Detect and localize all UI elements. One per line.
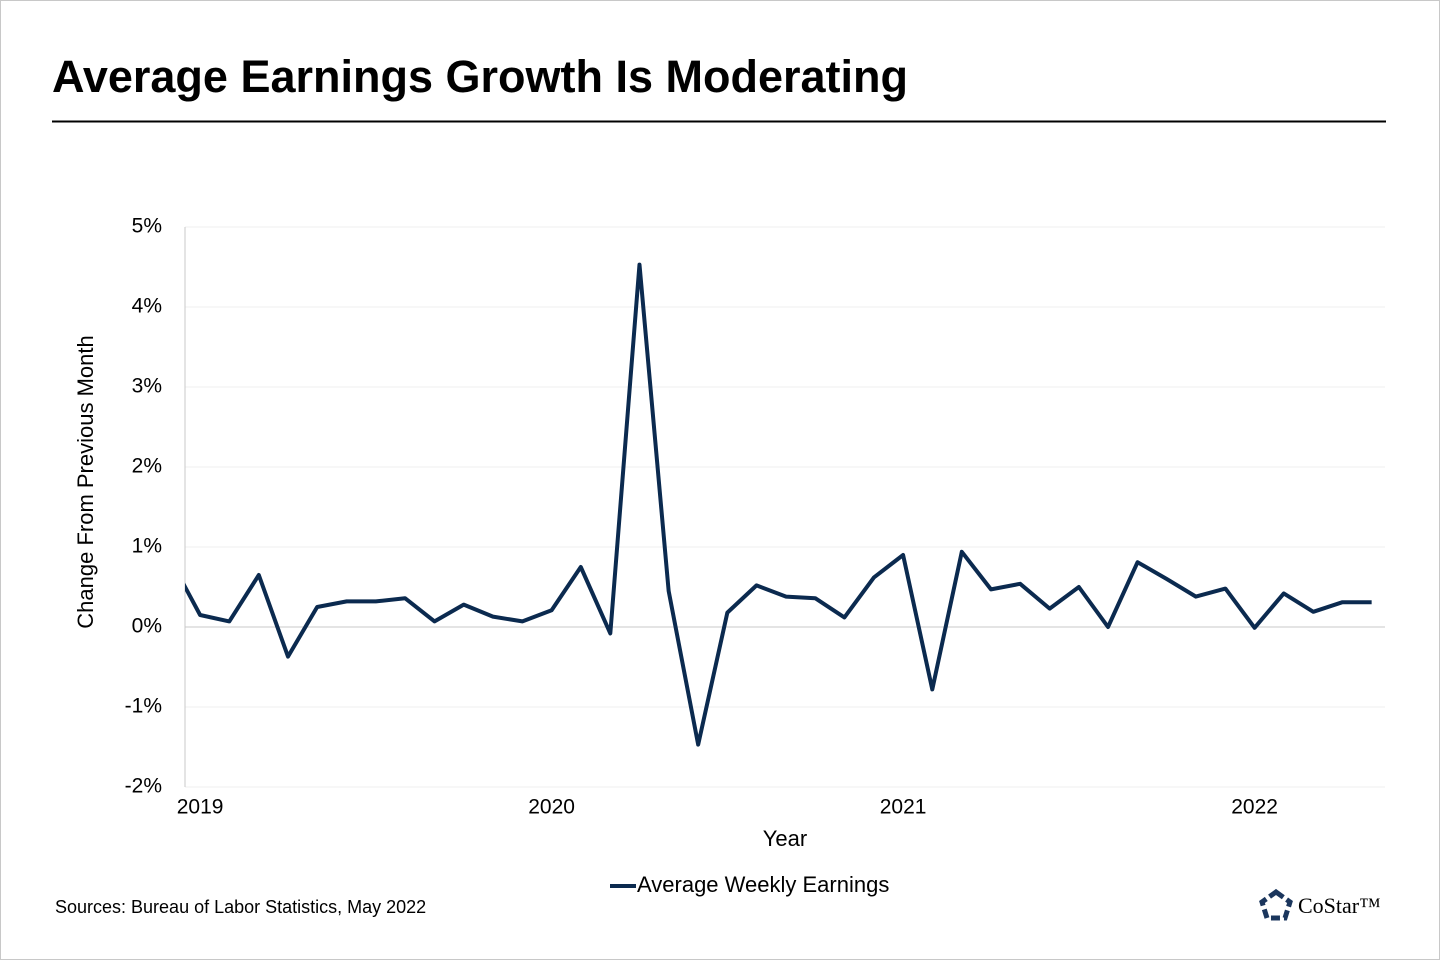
logo: CoStar™ bbox=[1259, 888, 1381, 921]
y-tick-label: 0% bbox=[132, 615, 162, 638]
legend-label: Average Weekly Earnings bbox=[637, 872, 889, 897]
x-tick-label: 2020 bbox=[528, 796, 575, 819]
x-axis-label: Year bbox=[763, 826, 807, 851]
x-tick-label: 2022 bbox=[1231, 796, 1278, 819]
series-line bbox=[185, 262, 1372, 747]
y-tick-label: -2% bbox=[125, 775, 162, 798]
chart-title: Average Earnings Growth Is Moderating bbox=[52, 51, 908, 102]
y-tick-label: -1% bbox=[125, 695, 162, 718]
y-tick-label: 5% bbox=[132, 215, 162, 238]
source-note: Sources: Bureau of Labor Statistics, May… bbox=[55, 897, 426, 917]
x-tick-label: 2019 bbox=[177, 796, 224, 819]
y-tick-label: 3% bbox=[132, 375, 162, 398]
y-axis-label: Change From Previous Month bbox=[73, 335, 98, 628]
y-tick-label: 1% bbox=[132, 535, 162, 558]
y-tick-label: 2% bbox=[132, 455, 162, 478]
logo-text: CoStar™ bbox=[1298, 893, 1381, 918]
x-tick-label: 2021 bbox=[880, 796, 927, 819]
y-tick-label: 4% bbox=[132, 295, 162, 318]
logo-icon bbox=[1259, 888, 1293, 921]
plot-area bbox=[185, 262, 1372, 747]
